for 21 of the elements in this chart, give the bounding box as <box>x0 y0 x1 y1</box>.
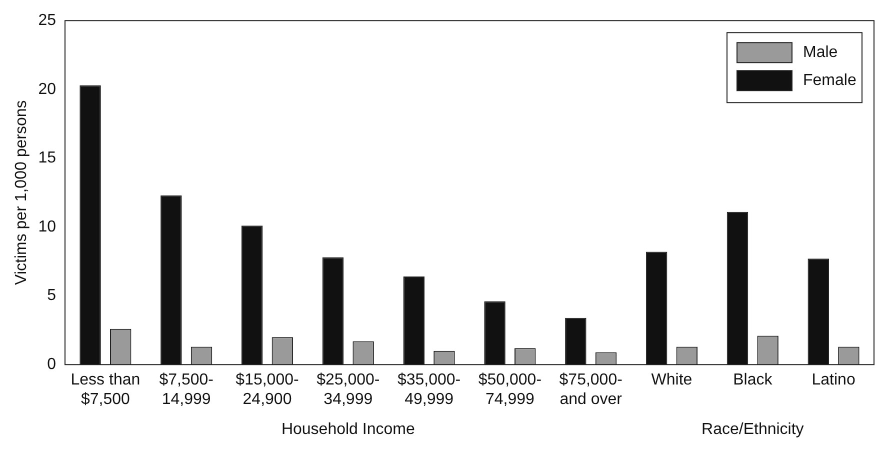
x-tick-label: White <box>651 372 692 389</box>
legend-label: Male <box>803 44 838 62</box>
x-tick-label: $75,000- and over <box>559 372 623 408</box>
x-tick-label: $15,000- 24,900 <box>236 372 299 408</box>
y-tick-label: 25 <box>38 12 56 30</box>
x-tick-label: $25,000- 34,999 <box>316 372 380 408</box>
y-tick-label: 15 <box>38 150 56 167</box>
text: Race/Ethnicity <box>702 421 804 438</box>
y-tick-label: 20 <box>38 80 56 98</box>
x-tick-label: $7,500- 14,999 <box>159 372 214 408</box>
x-tick-label: $50,000- 74,999 <box>478 372 542 408</box>
y-axis-title: Victims per 1,000 persons <box>13 100 30 285</box>
x-tick-label: Latino <box>812 372 856 389</box>
legend-label: Female <box>803 72 856 90</box>
x-tick-label: Less than $7,500 <box>70 372 140 408</box>
x-tick-label: Black <box>733 372 774 389</box>
y-tick-label: 0 <box>47 356 56 374</box>
text: Household Income <box>281 421 415 438</box>
y-tick-label: 5 <box>47 287 56 304</box>
y-tick-label: 10 <box>38 218 56 236</box>
x-tick-label: $35,000- 49,999 <box>397 372 461 408</box>
